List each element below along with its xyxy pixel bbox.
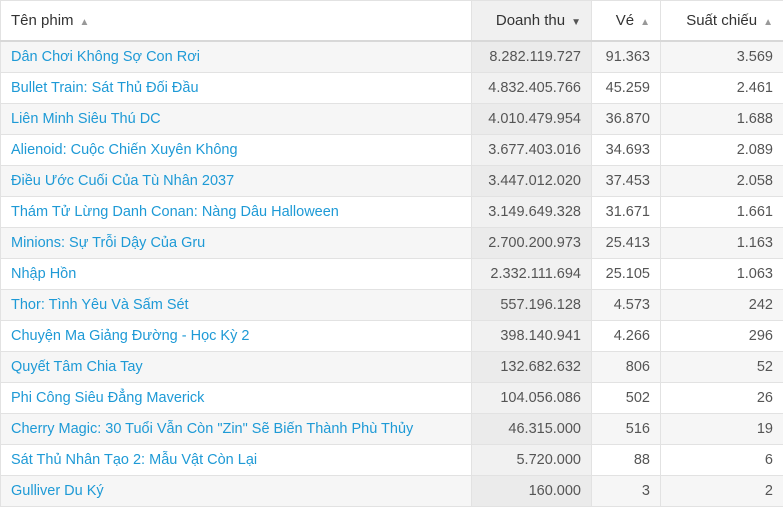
header-revenue[interactable]: Doanh thu ▼	[471, 0, 592, 42]
revenue-cell: 3.677.403.016	[471, 134, 592, 166]
showtimes-cell: 3.569	[660, 40, 783, 73]
showtimes-cell: 1.661	[660, 196, 783, 228]
tickets-cell: 4.573	[591, 289, 661, 321]
table-row: Dân Chơi Không Sợ Con Rơi 8.282.119.727 91…	[0, 40, 783, 73]
tickets-cell: 25.413	[591, 227, 661, 259]
movie-name-link[interactable]: Chuyện Ma Giảng Đường - Học Kỳ 2	[0, 320, 472, 352]
revenue-cell: 104.056.086	[471, 382, 592, 414]
movie-name-link[interactable]: Minions: Sự Trỗi Dậy Của Gru	[0, 227, 472, 259]
table-row: Quyết Tâm Chia Tay 132.682.632 806 52	[0, 351, 783, 383]
movie-name-link[interactable]: Thám Tử Lừng Danh Conan: Nàng Dâu Hallow…	[0, 196, 472, 228]
movie-name-link[interactable]: Bullet Train: Sát Thủ Đối Đầu	[0, 72, 472, 104]
revenue-cell: 5.720.000	[471, 444, 592, 476]
sort-arrow-icon[interactable]: ▲	[640, 17, 650, 28]
revenue-cell: 46.315.000	[471, 413, 592, 445]
table-row: Alienoid: Cuộc Chiến Xuyên Không 3.677.40…	[0, 134, 783, 166]
showtimes-cell: 52	[660, 351, 783, 383]
movie-name-link[interactable]: Liên Minh Siêu Thú DC	[0, 103, 472, 135]
showtimes-cell: 26	[660, 382, 783, 414]
movie-name-link[interactable]: Quyết Tâm Chia Tay	[0, 351, 472, 383]
revenue-cell: 8.282.119.727	[471, 40, 592, 73]
tickets-cell: 88	[591, 444, 661, 476]
showtimes-cell: 2.461	[660, 72, 783, 104]
tickets-cell: 91.363	[591, 40, 661, 73]
table-row: Bullet Train: Sát Thủ Đối Đầu 4.832.405.7…	[0, 72, 783, 104]
sort-arrow-icon[interactable]: ▲	[79, 17, 90, 28]
table-row: Chuyện Ma Giảng Đường - Học Kỳ 2 398.140.…	[0, 320, 783, 352]
sort-arrow-icon[interactable]: ▲	[763, 17, 773, 28]
header-label: Vé	[615, 12, 635, 29]
showtimes-cell: 2.058	[660, 165, 783, 197]
movie-name-link[interactable]: Dân Chơi Không Sợ Con Rơi	[0, 40, 472, 73]
showtimes-cell: 2.089	[660, 134, 783, 166]
showtimes-cell: 1.163	[660, 227, 783, 259]
revenue-cell: 160.000	[471, 475, 592, 507]
movie-name-link[interactable]: Cherry Magic: 30 Tuổi Vẫn Còn "Zin" Sẽ B…	[0, 413, 472, 445]
revenue-cell: 2.700.200.973	[471, 227, 592, 259]
showtimes-cell: 19	[660, 413, 783, 445]
table-row: Thám Tử Lừng Danh Conan: Nàng Dâu Hallow…	[0, 196, 783, 228]
tickets-cell: 806	[591, 351, 661, 383]
tickets-cell: 31.671	[591, 196, 661, 228]
header-label: Doanh thu	[495, 12, 566, 29]
table-row: Liên Minh Siêu Thú DC 4.010.479.954 36.870…	[0, 103, 783, 135]
movie-name-link[interactable]: Điều Ước Cuối Của Tù Nhân 2037	[0, 165, 472, 197]
table-row: Gulliver Du Ký 160.000 3 2	[0, 475, 783, 507]
showtimes-cell: 296	[660, 320, 783, 352]
showtimes-cell: 1.688	[660, 103, 783, 135]
movie-name-link[interactable]: Gulliver Du Ký	[0, 475, 472, 507]
header-movie-name[interactable]: Tên phim ▲	[0, 0, 472, 42]
header-label: Suất chiếu	[686, 12, 758, 29]
table-row: Nhập Hồn 2.332.111.694 25.105 1.063	[0, 258, 783, 290]
table-row: Sát Thủ Nhân Tạo 2: Mẫu Vật Còn Lại 5.720…	[0, 444, 783, 476]
tickets-cell: 502	[591, 382, 661, 414]
table-row: Điều Ước Cuối Của Tù Nhân 2037 3.447.012.…	[0, 165, 783, 197]
showtimes-cell: 1.063	[660, 258, 783, 290]
table-row: Phi Công Siêu Đẳng Maverick 104.056.086 50…	[0, 382, 783, 414]
movie-name-link[interactable]: Sát Thủ Nhân Tạo 2: Mẫu Vật Còn Lại	[0, 444, 472, 476]
revenue-cell: 3.149.649.328	[471, 196, 592, 228]
showtimes-cell: 242	[660, 289, 783, 321]
tickets-cell: 3	[591, 475, 661, 507]
tickets-cell: 36.870	[591, 103, 661, 135]
header-label: Tên phim	[11, 12, 74, 29]
movie-name-link[interactable]: Thor: Tình Yêu Và Sấm Sét	[0, 289, 472, 321]
tickets-cell: 37.453	[591, 165, 661, 197]
tickets-cell: 45.259	[591, 72, 661, 104]
movie-name-link[interactable]: Nhập Hồn	[0, 258, 472, 290]
tickets-cell: 34.693	[591, 134, 661, 166]
revenue-cell: 4.832.405.766	[471, 72, 592, 104]
revenue-cell: 132.682.632	[471, 351, 592, 383]
showtimes-cell: 2	[660, 475, 783, 507]
header-showtimes[interactable]: Suất chiếu ▲	[660, 0, 783, 42]
movie-name-link[interactable]: Alienoid: Cuộc Chiến Xuyên Không	[0, 134, 472, 166]
revenue-cell: 2.332.111.694	[471, 258, 592, 290]
table-row: Cherry Magic: 30 Tuổi Vẫn Còn "Zin" Sẽ B…	[0, 413, 783, 445]
tickets-cell: 4.266	[591, 320, 661, 352]
tickets-cell: 516	[591, 413, 661, 445]
sort-arrow-icon[interactable]: ▼	[571, 17, 581, 28]
movie-name-link[interactable]: Phi Công Siêu Đẳng Maverick	[0, 382, 472, 414]
revenue-cell: 398.140.941	[471, 320, 592, 352]
revenue-cell: 3.447.012.020	[471, 165, 592, 197]
header-tickets[interactable]: Vé ▲	[591, 0, 661, 42]
revenue-cell: 4.010.479.954	[471, 103, 592, 135]
table-row: Thor: Tình Yêu Và Sấm Sét 557.196.128 4.57…	[0, 289, 783, 321]
table-row: Minions: Sự Trỗi Dậy Của Gru 2.700.200.97…	[0, 227, 783, 259]
revenue-cell: 557.196.128	[471, 289, 592, 321]
tickets-cell: 25.105	[591, 258, 661, 290]
showtimes-cell: 6	[660, 444, 783, 476]
